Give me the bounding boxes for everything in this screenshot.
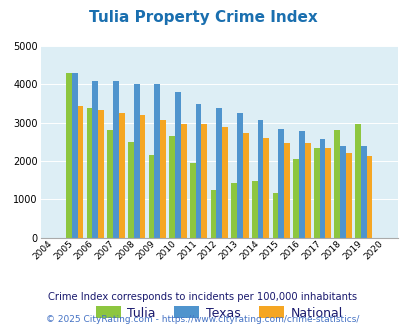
Bar bbox=[237, 113, 242, 238]
Bar bbox=[180, 124, 186, 238]
Bar bbox=[201, 124, 207, 238]
Bar bbox=[154, 84, 160, 238]
Bar bbox=[169, 136, 175, 238]
Bar bbox=[298, 131, 304, 238]
Bar bbox=[284, 143, 289, 238]
Bar bbox=[304, 144, 310, 238]
Bar bbox=[251, 181, 257, 238]
Text: Tulia Property Crime Index: Tulia Property Crime Index bbox=[88, 10, 317, 25]
Text: Crime Index corresponds to incidents per 100,000 inhabitants: Crime Index corresponds to incidents per… bbox=[48, 292, 357, 302]
Bar bbox=[354, 123, 360, 238]
Bar bbox=[231, 183, 237, 238]
Bar bbox=[119, 113, 124, 238]
Bar bbox=[148, 155, 154, 238]
Bar bbox=[222, 127, 227, 238]
Bar bbox=[257, 120, 263, 238]
Bar bbox=[113, 81, 119, 238]
Bar bbox=[345, 153, 351, 238]
Bar bbox=[324, 148, 330, 238]
Bar bbox=[66, 73, 72, 238]
Bar bbox=[190, 163, 195, 238]
Bar bbox=[210, 190, 216, 238]
Bar bbox=[272, 193, 277, 238]
Bar bbox=[107, 130, 113, 238]
Bar bbox=[277, 129, 284, 238]
Bar bbox=[139, 115, 145, 238]
Bar bbox=[175, 92, 180, 238]
Bar bbox=[77, 106, 83, 238]
Bar bbox=[133, 84, 139, 238]
Bar bbox=[86, 108, 92, 238]
Bar bbox=[92, 82, 98, 238]
Bar bbox=[72, 73, 77, 238]
Bar bbox=[195, 104, 201, 238]
Bar bbox=[242, 133, 248, 238]
Bar bbox=[216, 108, 222, 238]
Bar bbox=[313, 148, 319, 238]
Bar bbox=[339, 147, 345, 238]
Bar bbox=[128, 142, 133, 238]
Bar bbox=[360, 146, 366, 238]
Bar bbox=[319, 139, 324, 238]
Legend: Tulia, Texas, National: Tulia, Texas, National bbox=[91, 301, 347, 324]
Bar bbox=[334, 130, 339, 238]
Bar bbox=[366, 156, 371, 238]
Bar bbox=[160, 120, 166, 238]
Bar bbox=[263, 138, 269, 238]
Bar bbox=[98, 110, 104, 238]
Bar bbox=[292, 159, 298, 238]
Text: © 2025 CityRating.com - https://www.cityrating.com/crime-statistics/: © 2025 CityRating.com - https://www.city… bbox=[46, 315, 359, 324]
